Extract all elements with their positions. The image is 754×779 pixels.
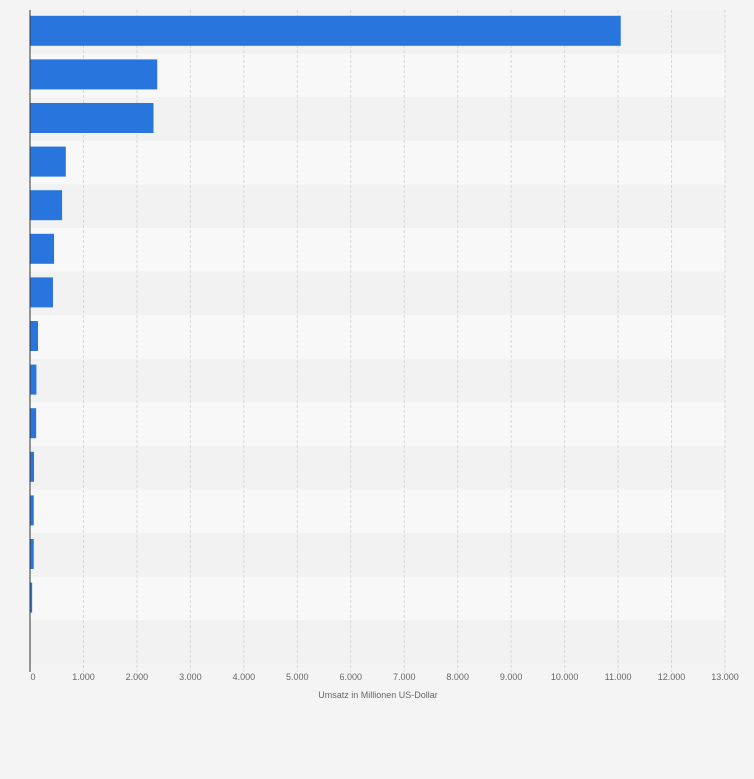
row-band [30, 140, 725, 185]
x-tick-label: 3.000 [179, 672, 202, 682]
x-tick-label: 10.000 [551, 672, 579, 682]
row-band [30, 620, 725, 664]
bar[interactable] [30, 59, 158, 90]
row-band [30, 446, 725, 490]
bar[interactable] [30, 582, 33, 613]
x-tick-label: 9.000 [500, 672, 523, 682]
row-band [30, 228, 725, 272]
bar[interactable] [30, 451, 35, 482]
bar[interactable] [30, 539, 34, 569]
x-tick-label: 13.000 [711, 672, 739, 682]
bar[interactable] [30, 103, 154, 133]
x-tick-label: 12.000 [658, 672, 686, 682]
row-band [30, 358, 725, 403]
row-band [30, 489, 725, 534]
bar[interactable] [30, 277, 53, 308]
x-tick-label: 5.000 [286, 672, 309, 682]
x-tick-labels: 0 1.000 2.000 3.000 4.000 5.000 6.000 7.000 8.00… [30, 672, 738, 682]
x-tick-label: 0 [30, 672, 35, 682]
row-band [30, 402, 725, 446]
x-tick-label: 6.000 [340, 672, 363, 682]
x-axis-title: Umsatz in Millionen US-Dollar [318, 690, 438, 700]
x-tick-label: 4.000 [233, 672, 256, 682]
bars [30, 15, 621, 613]
row-band [30, 184, 725, 228]
x-tick-label: 2.000 [126, 672, 149, 682]
bar[interactable] [30, 233, 55, 264]
x-tick-label: 11.000 [605, 672, 632, 682]
bar[interactable] [30, 15, 621, 46]
bar[interactable] [30, 364, 37, 395]
x-tick-label: 1.000 [72, 672, 95, 682]
row-band [30, 315, 725, 359]
bar[interactable] [30, 190, 63, 221]
bar[interactable] [30, 321, 39, 351]
x-tick-label: 8.000 [446, 672, 469, 682]
row-band [30, 271, 725, 316]
bar[interactable] [30, 146, 66, 177]
bar[interactable] [30, 408, 37, 439]
bar[interactable] [30, 495, 34, 526]
row-band [30, 533, 725, 577]
x-tick-label: 7.000 [393, 672, 416, 682]
row-bands [30, 10, 725, 664]
row-band [30, 576, 725, 621]
